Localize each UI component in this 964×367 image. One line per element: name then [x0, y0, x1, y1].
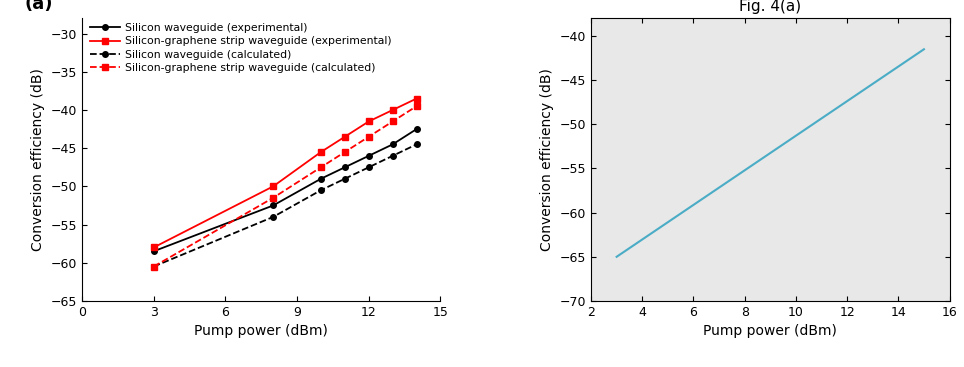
Line: Silicon waveguide (experimental): Silicon waveguide (experimental) — [150, 126, 419, 254]
Text: (a): (a) — [24, 0, 53, 13]
X-axis label: Pump power (dBm): Pump power (dBm) — [704, 324, 837, 338]
Silicon waveguide (calculated) — [339, 177, 351, 181]
Silicon-graphene strip waveguide (calculated) — [387, 119, 398, 124]
Silicon-graphene strip waveguide (experimental) — [387, 108, 398, 112]
Silicon-graphene strip waveguide (experimental) — [147, 245, 159, 250]
Silicon waveguide (experimental) — [339, 165, 351, 170]
Silicon-graphene strip waveguide (calculated) — [147, 264, 159, 269]
Silicon-graphene strip waveguide (calculated) — [315, 165, 327, 170]
Silicon-graphene strip waveguide (experimental) — [339, 135, 351, 139]
Silicon waveguide (experimental) — [363, 154, 375, 158]
Legend: Silicon waveguide (experimental), Silicon-graphene strip waveguide (experimental: Silicon waveguide (experimental), Silico… — [88, 21, 394, 75]
Silicon-graphene strip waveguide (experimental) — [315, 150, 327, 154]
Y-axis label: Conversion efficiency (dB): Conversion efficiency (dB) — [540, 68, 554, 251]
Silicon waveguide (experimental) — [147, 249, 159, 254]
Silicon waveguide (experimental) — [315, 177, 327, 181]
Silicon-graphene strip waveguide (calculated) — [339, 150, 351, 154]
Silicon waveguide (experimental) — [387, 142, 398, 146]
X-axis label: Pump power (dBm): Pump power (dBm) — [195, 324, 328, 338]
Silicon waveguide (calculated) — [315, 188, 327, 192]
Silicon-graphene strip waveguide (calculated) — [411, 104, 422, 108]
Silicon waveguide (calculated) — [267, 215, 279, 219]
Title: Fig. 4(a): Fig. 4(a) — [739, 0, 801, 14]
Silicon waveguide (calculated) — [147, 264, 159, 269]
Silicon-graphene strip waveguide (calculated) — [363, 135, 375, 139]
Y-axis label: Conversion efficiency (dB): Conversion efficiency (dB) — [31, 68, 45, 251]
Silicon-graphene strip waveguide (experimental) — [411, 97, 422, 101]
Silicon-graphene strip waveguide (calculated) — [267, 196, 279, 200]
Line: Silicon-graphene strip waveguide (experimental): Silicon-graphene strip waveguide (experi… — [150, 96, 419, 250]
Silicon waveguide (calculated) — [363, 165, 375, 170]
Silicon waveguide (calculated) — [411, 142, 422, 146]
Silicon waveguide (calculated) — [387, 154, 398, 158]
Line: Silicon-graphene strip waveguide (calculated): Silicon-graphene strip waveguide (calcul… — [150, 103, 419, 269]
Silicon waveguide (experimental) — [411, 127, 422, 131]
Silicon-graphene strip waveguide (experimental) — [267, 184, 279, 189]
Silicon-graphene strip waveguide (experimental) — [363, 119, 375, 124]
Silicon waveguide (experimental) — [267, 203, 279, 208]
Line: Silicon waveguide (calculated): Silicon waveguide (calculated) — [150, 142, 419, 269]
